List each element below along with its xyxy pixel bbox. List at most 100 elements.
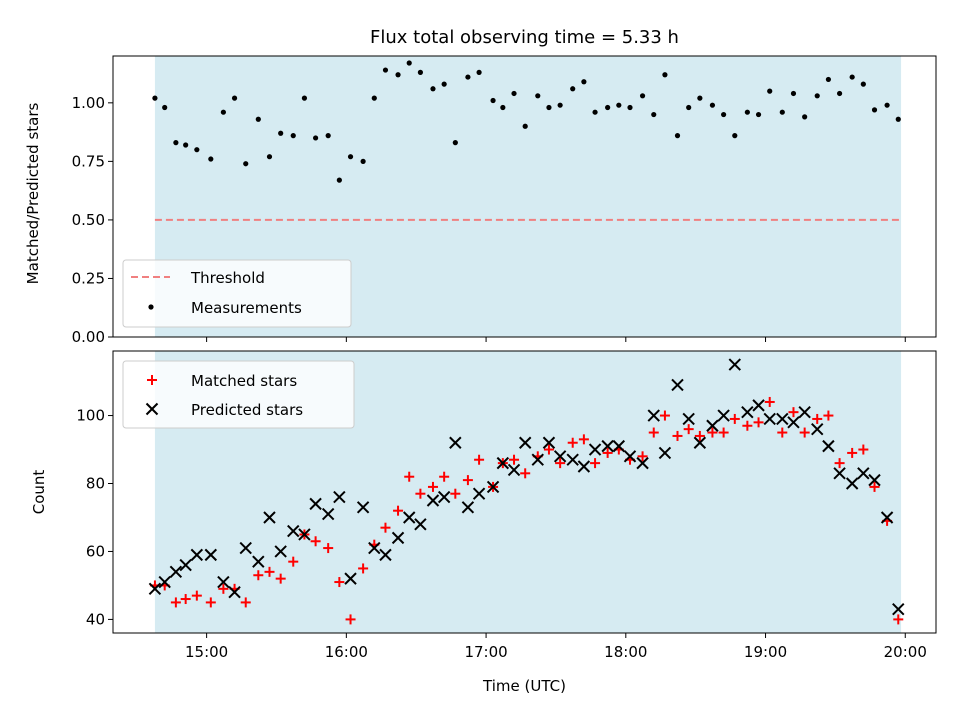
matched-star-point: [427, 481, 438, 492]
measurement-point: [825, 76, 832, 83]
measurement-point: [500, 104, 506, 111]
predicted-star-point: [577, 460, 591, 473]
y-tick-label: 1.00: [72, 94, 105, 112]
matched-star-point: [240, 597, 251, 608]
cross-stroke-b: [148, 582, 162, 596]
predicted-star-point: [868, 473, 881, 487]
x-tick-label: 19:00: [744, 643, 787, 661]
cross-stroke-b: [379, 548, 392, 562]
predicted-star-point: [263, 511, 276, 524]
legend-cross-marker: [145, 402, 159, 416]
measurement-point: [732, 133, 738, 139]
cross-stroke-b: [204, 548, 218, 562]
cross-stroke-b: [472, 487, 486, 500]
matched-star-point: [659, 410, 670, 421]
cross-stroke-b: [239, 541, 252, 555]
matched-star-point: [275, 573, 286, 584]
measurement-point: [371, 95, 377, 101]
predicted-star-point: [321, 507, 335, 521]
cross-stroke-b: [857, 467, 870, 480]
measurement-point: [546, 104, 552, 111]
x-tick-label: 18:00: [604, 643, 647, 661]
measurement-point: [581, 79, 587, 85]
matched-star-point: [253, 570, 264, 581]
predicted-star-point: [542, 436, 556, 449]
cross-stroke-b: [391, 531, 405, 545]
legend-measurements-label: Measurements: [191, 299, 302, 317]
matched-star-point: [707, 427, 718, 438]
measurement-point: [535, 93, 541, 99]
x-tick-label: 20:00: [884, 643, 927, 661]
cross-stroke-b: [601, 439, 614, 453]
cross-stroke-b: [693, 436, 707, 449]
matched-star-point: [509, 454, 520, 465]
x-tick-label: 15:00: [185, 643, 228, 661]
predicted-star-point: [403, 511, 416, 524]
legend-predicted-label: Predicted stars: [191, 401, 303, 419]
cross-stroke-b: [553, 450, 567, 463]
cross-stroke-b: [787, 416, 800, 429]
measurement-point: [231, 95, 238, 101]
cross-stroke-b: [321, 507, 335, 521]
measurement-point: [627, 104, 633, 111]
cross-stroke-b: [437, 490, 451, 504]
measurement-point: [325, 133, 331, 139]
time-x-ticks: 15:00 16:00 17:00 18:00 19:00 20:00: [185, 633, 927, 661]
predicted-star-point: [776, 412, 789, 426]
measurement-point: [639, 93, 646, 99]
predicted-star-point: [217, 575, 230, 589]
measurement-point: [592, 109, 598, 115]
cross-stroke-b: [880, 511, 894, 524]
cross-stroke-b: [566, 453, 579, 466]
matched-star-point: [777, 427, 788, 438]
predicted-star-point: [892, 603, 905, 616]
ratio-legend: Threshold Measurements: [122, 259, 352, 328]
predicted-star-point: [472, 487, 486, 500]
cross-stroke-b: [518, 436, 532, 449]
matched-star-point: [334, 577, 345, 588]
predicted-star-point: [566, 453, 579, 466]
y-tick-label: 0.75: [72, 152, 105, 170]
measurement-point: [790, 90, 797, 97]
matched-star-point: [590, 458, 601, 469]
predicted-star-point: [658, 446, 672, 460]
predicted-star-point: [682, 412, 695, 426]
predicted-star-point: [880, 511, 894, 524]
predicted-star-point: [309, 497, 322, 511]
measurement-point: [744, 109, 750, 115]
predicted-star-point: [486, 480, 500, 494]
y-tick-label: 80: [86, 475, 105, 493]
predicted-star-point: [190, 548, 204, 562]
cross-stroke-b: [763, 412, 776, 426]
predicted-star-point: [671, 378, 684, 392]
predicted-star-point: [741, 405, 754, 419]
cross-stroke-b: [179, 558, 192, 572]
matched-star-point: [543, 444, 554, 455]
matched-star-point: [393, 505, 404, 516]
predicted-star-point: [588, 443, 602, 456]
matched-star-point: [834, 458, 845, 469]
predicted-star-point: [811, 422, 824, 436]
measurement-point: [465, 74, 471, 80]
cross-stroke-b: [833, 467, 846, 480]
matched-star-point: [205, 597, 216, 608]
measurement-point: [452, 140, 458, 146]
matched-star-point: [858, 444, 869, 455]
predicted-star-point: [728, 358, 741, 371]
predicted-star-point: [379, 548, 392, 562]
cross-stroke-b: [658, 446, 672, 460]
matched-star-point: [218, 583, 229, 594]
predicted-star-point: [693, 436, 707, 449]
measurement-point: [208, 156, 214, 162]
ratio-panel: 0.00 0.25 0.50 0.75 1.00 Flux total observin…: [24, 27, 937, 346]
matched-star-point: [764, 396, 775, 407]
measurement-point: [266, 154, 273, 160]
predicted-star-point: [553, 450, 567, 463]
measurement-point: [802, 114, 808, 120]
cross-stroke-b: [845, 477, 859, 490]
matched-star-point: [310, 536, 321, 547]
cross-stroke-b: [647, 409, 660, 422]
count-y-axis-label: Count: [30, 470, 48, 515]
cross-stroke-b: [298, 528, 311, 541]
